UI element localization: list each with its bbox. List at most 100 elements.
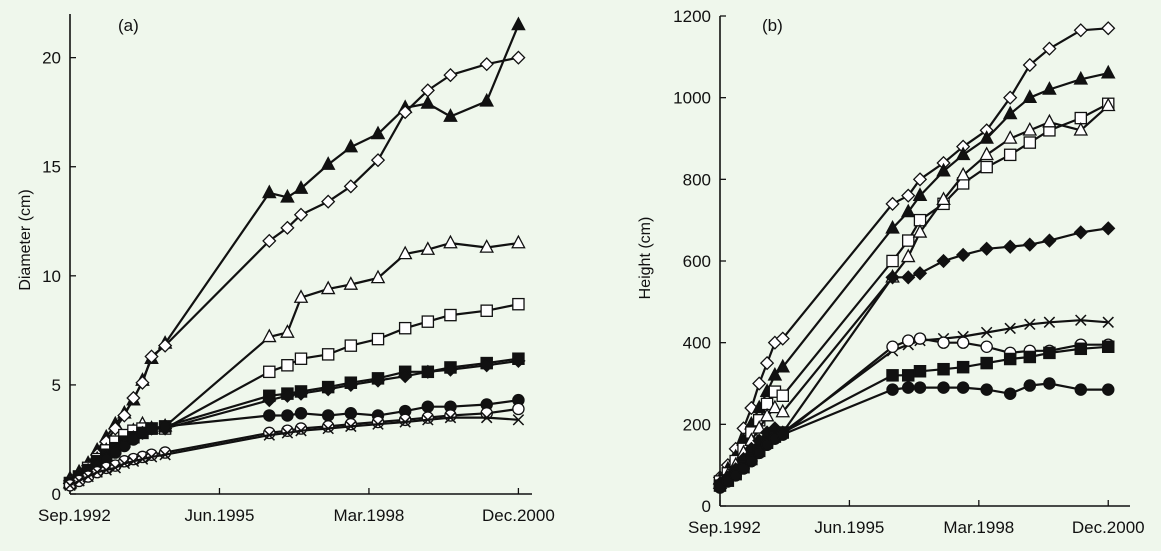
panel-a-y-axis-title: Diameter (cm)	[17, 189, 34, 290]
panel-a-data-point	[512, 297, 525, 311]
panel-a-data-point	[126, 390, 141, 406]
panel-b-data-point	[936, 162, 951, 177]
panel-a-data-point	[280, 324, 295, 338]
panel-a-data-point	[443, 67, 458, 83]
panel-a-y-tick-label: 0	[52, 485, 61, 504]
panel-b-data-point	[936, 253, 951, 269]
panel-a-label: (a)	[118, 16, 139, 35]
panel-a-data-point	[343, 179, 358, 194]
panel-b-data-point	[737, 462, 750, 475]
panel-a-data-point	[444, 308, 457, 322]
panel-b-data-point	[937, 336, 950, 349]
panel-a-data-point	[398, 369, 413, 384]
panel-b-data-point	[1073, 70, 1089, 85]
panel-b-data-point	[979, 241, 994, 256]
panel-a-data-point	[158, 446, 172, 459]
panel-a-data-point	[321, 348, 335, 361]
panel-a-data-point	[344, 407, 358, 420]
panel-b-data-point	[885, 196, 900, 211]
panel-b-data-point	[1043, 377, 1056, 390]
panel-b-data-point	[901, 381, 915, 394]
panel-a-data-point	[321, 194, 336, 209]
panel-b-data-point	[901, 188, 916, 203]
panel-a-data-point	[263, 409, 276, 422]
panel-b-data-point	[912, 187, 928, 201]
panel-a-data-point	[443, 108, 458, 122]
panel-a-data-point	[398, 105, 413, 120]
panel-a-data-point	[512, 414, 525, 426]
panel-a-data-point	[399, 416, 411, 428]
panel-b-data-point	[980, 340, 993, 353]
panel-b-data-point	[1043, 316, 1056, 328]
panel-a-data-point	[262, 393, 277, 408]
panel-a-data-point	[420, 241, 436, 255]
panel-b-data-point	[912, 172, 928, 187]
panel-a-data-point	[281, 409, 294, 422]
panel-a-data-point	[135, 375, 150, 390]
panel-b-data-point	[1100, 97, 1116, 112]
panel-b-y-tick-label: 800	[683, 170, 711, 189]
panel-a-plot: 0 5 10 15 20 Sep.1992 Jun.1995 Mar.1998 Dec.2000	[38, 14, 555, 525]
panel-a-data-point	[127, 455, 140, 468]
panel-a-data-point	[480, 304, 493, 317]
panel-b-y-tick-label: 400	[683, 334, 711, 353]
panel-a-data-point	[293, 207, 309, 222]
panel-b-data-point	[1023, 350, 1037, 364]
panel-a-data-point	[73, 475, 85, 487]
panel-b-data-point	[937, 362, 950, 376]
panel-b-data-point	[1073, 225, 1088, 240]
panel-a-data-point	[511, 353, 526, 369]
panel-a-data-point	[263, 429, 276, 441]
panel-a-data-point	[444, 411, 457, 424]
panel-b-data-point	[759, 407, 775, 422]
panel-b-y-tick-label: 0	[702, 497, 711, 516]
panel-b-y-axis-title: Height (cm)	[637, 217, 654, 300]
panel-b-data-point	[1002, 105, 1018, 120]
panel-b-data-point	[900, 248, 916, 263]
panel-b-data-point	[1074, 342, 1088, 356]
panel-b-data-point	[767, 366, 783, 381]
panel-a-data-point	[321, 382, 336, 397]
panel-a-data-point	[444, 409, 457, 422]
panel-a-data-point	[157, 338, 173, 353]
panel-b-data-point	[745, 454, 758, 468]
panel-b-data-point	[886, 383, 899, 396]
panel-a-data-point	[345, 420, 357, 433]
panel-a-data-point	[370, 125, 386, 140]
panel-a-data-point	[118, 457, 131, 470]
panel-b-data-point	[1075, 314, 1087, 326]
panel-a-data-point	[421, 315, 435, 328]
panel-a-data-point	[343, 276, 359, 290]
panel-a-data-point	[280, 188, 295, 203]
panel-b-data-point	[1002, 130, 1018, 144]
panel-a-y-tick-label: 10	[42, 267, 61, 286]
panel-b-data-point	[980, 160, 993, 174]
panel-b-data-point	[1003, 352, 1017, 366]
panel-b-data-point	[1022, 89, 1038, 103]
panel-a-y-tick-label: 15	[42, 158, 61, 177]
panel-b-data-point	[885, 270, 900, 285]
panel-b-data-point	[1073, 23, 1088, 38]
panel-a-data-point	[511, 50, 526, 65]
panel-a-data-point	[420, 83, 435, 98]
panel-b-data-point	[886, 254, 899, 268]
panel-b-data-point	[1101, 383, 1115, 396]
panel-a-data-point	[511, 234, 526, 249]
panel-a-data-point	[420, 95, 436, 109]
panel-b-data-point	[900, 203, 916, 218]
panel-a-data-point	[262, 328, 277, 343]
panel-a-data-point	[294, 407, 308, 420]
panel-a-data-point	[371, 332, 385, 346]
panel-b-data-point	[775, 358, 791, 373]
panel-a: (a) Diameter (cm) 0 5 10 15 20 Sep.1992 Jun.19…	[17, 14, 555, 525]
panel-a-x-tick-label: Jun.1995	[184, 506, 254, 525]
panel-a-data-point	[420, 364, 435, 379]
panel-b-data-point	[1023, 379, 1037, 392]
panel-a-data-point	[136, 453, 149, 465]
panel-b-data-point	[1102, 316, 1114, 328]
panel-a-data-point	[281, 359, 294, 372]
panel-b-data-point	[759, 355, 775, 371]
panel-b-data-point	[912, 266, 928, 281]
panel-a-series-line	[69, 416, 519, 487]
